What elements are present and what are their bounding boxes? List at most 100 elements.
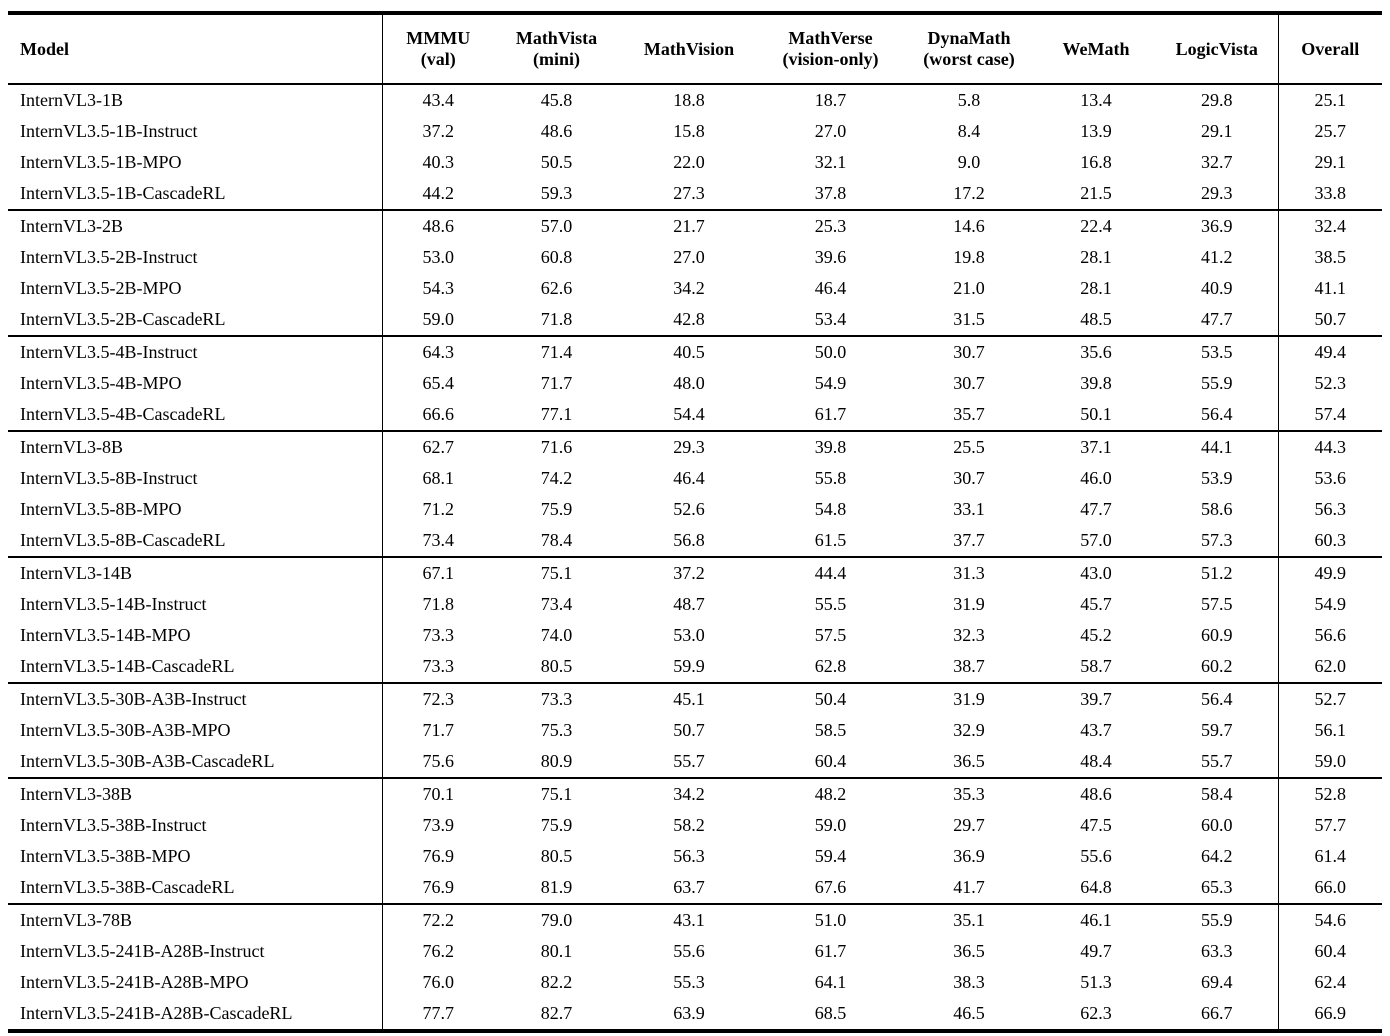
value-cell: 60.4 [814,751,847,771]
column-header-label: MMMU [406,28,471,48]
column-header-sublabel: (val) [420,49,456,69]
value-cell: 60.4 [1277,936,1382,967]
value-cell: 67.1 [381,556,494,589]
value-cell: 57.0 [1080,530,1112,550]
value-cell: 61.4 [1277,841,1382,872]
value-cell: 60.2 [1201,656,1233,676]
value-cell: 75.9 [540,815,573,835]
value-cell: 34.2 [673,278,705,298]
column-header: WeMath [1036,13,1156,85]
table-row: InternVL3.5-8B-Instruct 68.1 74.2 46.4 55.8 3… [8,463,1382,494]
value-cell: 71.8 [540,309,573,329]
value-cell: 39.7 [1036,682,1156,715]
column-header: MathVerse (vision-only) [759,13,902,85]
model-cell: InternVL3.5-8B-CascadeRL [20,530,226,550]
value-cell: 52.8 [1277,777,1382,810]
value-cell: 29.1 [1277,147,1382,178]
value-cell: 39.8 [1080,373,1112,393]
column-header: DynaMath (worst case) [902,13,1036,85]
value-cell: 66.6 [381,399,494,431]
value-cell: 42.8 [673,309,705,329]
column-header: MathVista (mini) [494,13,619,85]
value-cell: 59.9 [673,656,705,676]
value-cell: 76.2 [381,936,494,967]
value-cell: 54.6 [1277,903,1382,936]
value-cell: 47.7 [1080,499,1112,519]
table-row: InternVL3.5-14B-MPO 73.3 74.0 53.0 57.5 32.3 4… [8,620,1382,651]
value-cell: 58.2 [673,815,705,835]
value-cell: 48.7 [673,594,705,614]
value-cell: 71.7 [381,715,494,746]
value-cell: 54.9 [814,373,847,393]
value-cell: 48.5 [1080,309,1112,329]
value-cell: 36.9 [953,846,985,866]
value-cell: 46.5 [953,1003,985,1023]
model-cell: InternVL3-78B [8,903,382,936]
model-cell: InternVL3.5-14B-Instruct [20,594,207,614]
value-cell: 51.3 [1080,972,1112,992]
model-cell: InternVL3.5-241B-A28B-Instruct [20,941,265,961]
benchmark-table: Model MMMU (val) MathVista (mini) MathVision M… [8,11,1382,1033]
value-cell: 60.0 [1201,815,1233,835]
value-cell: 32.7 [1201,152,1233,172]
model-cell: InternVL3.5-2B-CascadeRL [20,309,226,329]
value-cell: 73.3 [381,620,494,651]
value-cell: 68.5 [814,1003,847,1023]
value-cell: 33.8 [1277,178,1382,210]
value-cell: 81.9 [540,877,573,897]
table-row: InternVL3.5-14B-CascadeRL 73.3 80.5 59.9 62.… [8,651,1382,683]
value-cell: 36.9 [1156,209,1278,242]
value-cell: 19.8 [953,247,985,267]
table-row: InternVL3.5-2B-CascadeRL 59.0 71.8 42.8 53.4… [8,304,1382,336]
model-cell: InternVL3.5-1B-Instruct [20,121,198,141]
value-cell: 47.5 [1080,815,1112,835]
value-cell: 74.2 [540,468,573,488]
table-row: InternVL3.5-1B-Instruct 37.2 48.6 15.8 27.0 8… [8,116,1382,147]
value-cell: 32.4 [1277,209,1382,242]
value-cell: 53.0 [673,625,705,645]
model-cell: InternVL3.5-2B-Instruct [20,247,198,267]
table-body: InternVL3-1B 43.4 45.8 18.8 18.7 5.8 13.4 29.8 2… [8,84,1382,1031]
value-cell: 52.7 [1277,682,1382,715]
table-row: InternVL3.5-2B-Instruct 53.0 60.8 27.0 39.6 1… [8,242,1382,273]
value-cell: 35.1 [902,903,1036,936]
value-cell: 38.3 [953,972,985,992]
table-row: InternVL3.5-1B-MPO 40.3 50.5 22.0 32.1 9.0 16.… [8,147,1382,178]
value-cell: 13.9 [1080,121,1112,141]
value-cell: 55.3 [673,972,705,992]
value-cell: 30.7 [902,335,1036,368]
table-row: InternVL3-1B 43.4 45.8 18.8 18.7 5.8 13.4 29.8 2… [8,84,1382,116]
model-cell: InternVL3.5-14B-CascadeRL [20,656,235,676]
model-cell: InternVL3.5-30B-A3B-Instruct [8,682,382,715]
value-cell: 25.7 [1277,116,1382,147]
value-cell: 16.8 [1080,152,1112,172]
value-cell: 32.1 [814,152,847,172]
value-cell: 62.6 [540,278,573,298]
value-cell: 57.3 [1201,530,1233,550]
value-cell: 21.7 [619,209,759,242]
model-cell: InternVL3.5-241B-A28B-MPO [20,972,249,992]
table-row: InternVL3.5-38B-CascadeRL 76.9 81.9 63.7 67.… [8,872,1382,904]
value-cell: 53.4 [814,309,847,329]
value-cell: 70.1 [381,777,494,810]
value-cell: 43.1 [619,903,759,936]
value-cell: 43.0 [1036,556,1156,589]
value-cell: 67.6 [814,877,847,897]
table-row: InternVL3.5-4B-Instruct 64.3 71.4 40.5 50.0 3… [8,335,1382,368]
column-header-label: LogicVista [1175,38,1258,59]
value-cell: 62.0 [1277,651,1382,683]
value-cell: 49.9 [1277,556,1382,589]
value-cell: 56.8 [673,530,705,550]
value-cell: 25.1 [1277,84,1382,116]
value-cell: 57.4 [1277,399,1382,431]
table-row: InternVL3.5-14B-Instruct 71.8 73.4 48.7 55.5… [8,589,1382,620]
value-cell: 71.8 [381,589,494,620]
value-cell: 53.5 [1156,335,1278,368]
model-cell: InternVL3.5-30B-A3B-CascadeRL [20,751,275,771]
column-header-label: Overall [1301,38,1360,59]
model-cell: InternVL3.5-14B-MPO [20,625,191,645]
column-header-label: MathVista [515,28,598,48]
value-cell: 61.5 [814,530,847,550]
value-cell: 46.1 [1036,903,1156,936]
value-cell: 40.3 [381,147,494,178]
